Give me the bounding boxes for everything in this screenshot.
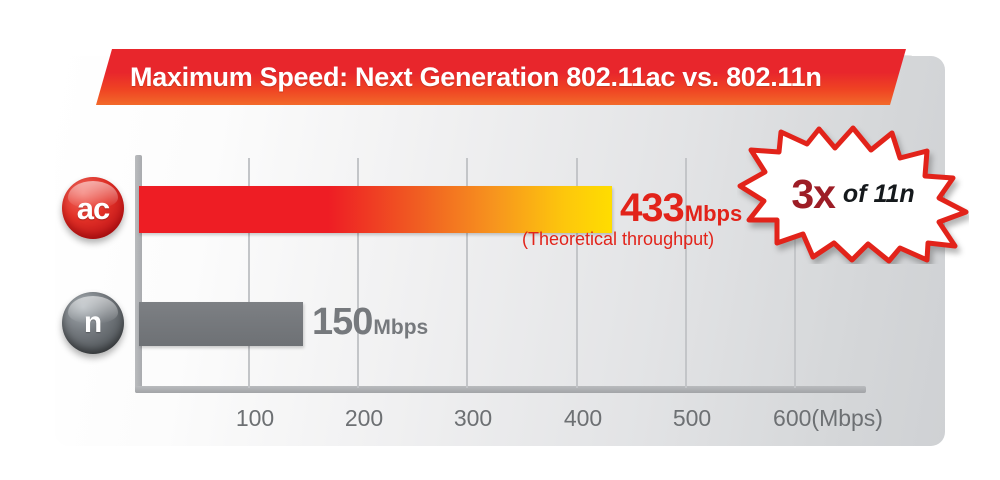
x-axis-line: [135, 386, 866, 393]
gridline-300: [466, 158, 468, 388]
xtick-label-600: 600(Mbps): [773, 405, 883, 431]
banner-shape: [96, 49, 906, 105]
value-label-ac: 433Mbps: [620, 186, 742, 231]
title-banner: Maximum Speed: Next Generation 802.11ac …: [96, 49, 912, 111]
badge-n-label: n: [83, 306, 103, 339]
gridline-400: [576, 158, 578, 388]
xtick-label-100: 100: [235, 405, 275, 431]
xtick-label-500: 500: [672, 405, 712, 431]
xtick-label-400: 400: [563, 405, 603, 431]
y-axis-line: [135, 155, 142, 393]
starburst-callout: 3x of 11n: [737, 124, 969, 264]
value-ac-note: (Theoretical throughput): [522, 229, 715, 249]
starburst-shape: [737, 125, 969, 264]
bar-ac: [139, 186, 612, 233]
value-n-number: 150: [312, 301, 373, 343]
gridline-200: [357, 158, 359, 388]
multiplier-label: 3x: [791, 170, 836, 217]
background-panel: [55, 56, 945, 446]
value-label-n: 150Mbps: [312, 301, 428, 344]
multiplier-suffix: of 11n: [842, 179, 915, 208]
xtick-label-300: 300: [453, 405, 493, 431]
value-n-unit: Mbps: [373, 316, 429, 339]
value-ac-unit: Mbps: [684, 201, 743, 226]
badge-ac-label: ac: [76, 190, 110, 226]
gridline-100: [248, 158, 250, 388]
gridline-600: [794, 158, 796, 388]
badge-ac: ac: [62, 177, 124, 239]
page-title: Maximum Speed: Next Generation 802.11ac …: [130, 62, 822, 92]
bar-n: [139, 302, 303, 346]
xtick-label-200: 200: [344, 405, 384, 431]
starburst-text: 3x of 11n: [737, 124, 969, 264]
badge-n: n: [62, 292, 124, 354]
gridline-500: [685, 158, 687, 388]
value-ac-number: 433: [620, 186, 685, 230]
